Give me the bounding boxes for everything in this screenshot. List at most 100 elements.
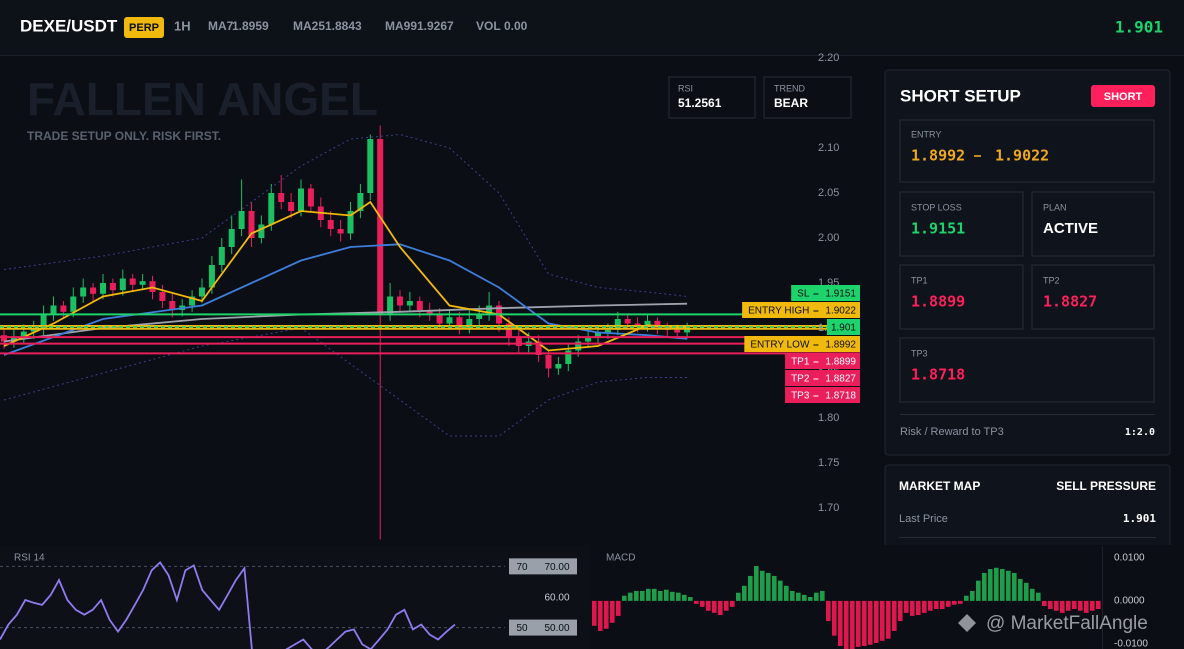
- candle-body: [535, 341, 542, 355]
- level-name: TP1: [791, 357, 810, 368]
- histogram-bar: [634, 590, 639, 601]
- histogram-bar: [646, 588, 651, 601]
- level-value: 1.8992: [825, 340, 856, 351]
- y-tick-label: 2.20: [818, 52, 839, 64]
- histogram-bar: [910, 600, 915, 616]
- candle-body: [595, 332, 601, 337]
- histogram-bar: [670, 591, 675, 601]
- stat-label: RSI: [678, 83, 693, 93]
- candle-body: [109, 283, 116, 291]
- y-tick-label: 1.70: [818, 502, 839, 514]
- histogram-bar: [976, 580, 981, 601]
- histogram-bar: [760, 570, 765, 601]
- candle-body: [614, 319, 621, 330]
- candle-body: [159, 292, 166, 301]
- card-label: ENTRY: [911, 129, 941, 139]
- histogram-bar: [916, 600, 921, 616]
- histogram-bar: [1048, 600, 1053, 610]
- histogram-bar: [1090, 600, 1095, 611]
- tick-box: [535, 619, 577, 636]
- histogram-bar: [1006, 570, 1011, 601]
- plot-area: [0, 561, 505, 649]
- level-badge-text: 50: [516, 623, 528, 634]
- candle-body: [288, 202, 295, 211]
- level-name: ENTRY LOW: [750, 340, 810, 351]
- histogram-bar: [1072, 600, 1077, 610]
- indicator-name: MA99: [385, 19, 417, 33]
- interval[interactable]: 1H: [174, 18, 191, 33]
- histogram-bar: [862, 600, 867, 646]
- rsi-chart: 70 50 70.00 60.00 50.00: [0, 558, 577, 649]
- histogram-bar: [808, 596, 813, 601]
- y-tick-label: 2.10: [818, 142, 839, 154]
- histogram-bar: [712, 600, 717, 613]
- y-tick-label: 70.00: [544, 562, 569, 573]
- histogram-bar: [700, 600, 705, 607]
- histogram-bar: [718, 600, 723, 616]
- row-label: Last Price: [899, 513, 948, 525]
- histogram-bar: [622, 595, 627, 601]
- card: [899, 337, 1155, 403]
- candle-body: [426, 310, 433, 315]
- candle-body: [238, 211, 245, 229]
- histogram-bar: [706, 600, 711, 611]
- candle-body: [327, 220, 334, 229]
- candle-body: [436, 314, 443, 324]
- level-label: [744, 336, 860, 352]
- candle-body: [476, 314, 483, 319]
- bollinger-band: [3, 133, 688, 297]
- histogram-bar: [1060, 600, 1065, 613]
- perp-badge-text: PERP: [129, 22, 159, 34]
- histogram-bar: [874, 600, 879, 643]
- level-value: 1.9022: [825, 306, 856, 317]
- histogram-bar: [886, 600, 891, 639]
- candle-body: [654, 320, 661, 328]
- indicator-value: 1.9267: [417, 19, 454, 33]
- level-label: [742, 302, 860, 318]
- candle-body: [228, 229, 235, 247]
- card-label: TP3: [911, 348, 928, 358]
- histogram-bar: [736, 592, 741, 601]
- histogram-bar: [940, 600, 945, 610]
- candle-body: [307, 188, 314, 207]
- indicator-name: VOL: [476, 19, 501, 33]
- y-tick-label: 2.05: [818, 187, 839, 199]
- histogram-bar: [658, 590, 663, 601]
- candle-body: [565, 350, 572, 364]
- histogram-bar: [982, 572, 987, 601]
- histogram-bar: [1084, 600, 1089, 613]
- indicator-name: MA7: [208, 19, 234, 33]
- histogram-bar: [994, 567, 999, 601]
- rsi-panel: [0, 545, 590, 649]
- histogram-bar: [988, 569, 993, 601]
- y-tick-label: 2.00: [818, 232, 839, 244]
- rr-value: 1:2.0: [1125, 427, 1155, 438]
- y-tick-label: 1.80: [818, 412, 839, 424]
- level-value: 1.8718: [825, 391, 856, 402]
- card-label: STOP LOSS: [911, 202, 962, 212]
- histogram-bar: [694, 600, 699, 604]
- candle-body: [466, 319, 473, 328]
- histogram-bar: [946, 600, 951, 607]
- card-value: ACTIVE: [1043, 220, 1098, 237]
- card-value: 1.9151: [911, 220, 965, 238]
- indicator-value: 0.00: [504, 19, 528, 33]
- histogram-bar: [664, 589, 669, 601]
- candle-body: [337, 229, 344, 234]
- level-name: TP3: [791, 391, 810, 402]
- histogram-bar: [598, 600, 603, 631]
- candle-body: [100, 283, 106, 294]
- y-tick-label: 60.00: [544, 593, 569, 604]
- candle-body: [416, 301, 423, 310]
- level-label: [785, 353, 860, 369]
- level-badge: [509, 558, 535, 575]
- indicator-value: 1.8959: [232, 19, 269, 33]
- stat-box: [763, 76, 852, 119]
- card: [899, 264, 1024, 330]
- moving-average: [3, 200, 688, 352]
- candle-body: [367, 139, 374, 193]
- card-label: PLAN: [1043, 202, 1067, 212]
- candle-body: [406, 301, 413, 306]
- stat-value: 51.2561: [678, 96, 722, 110]
